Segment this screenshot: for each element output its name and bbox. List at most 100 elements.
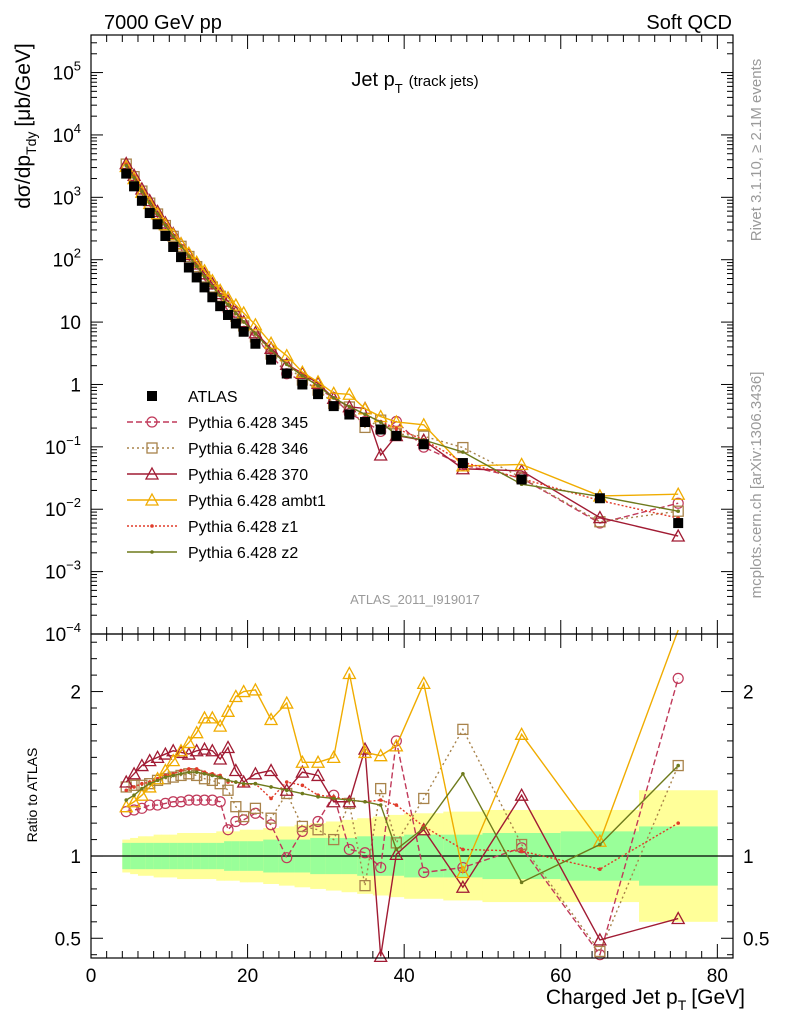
series-point [378, 420, 383, 424]
ratio-point [253, 781, 258, 786]
ratio-point [357, 745, 373, 759]
ratio-point [421, 826, 426, 830]
ratio-point [671, 911, 686, 925]
ratio-point [279, 695, 294, 709]
legend-marker [144, 466, 160, 480]
ratio-point [228, 763, 243, 777]
axis-ticks: 10−4 10−3 10−2 10−1 1 10 102 103 104 105 0 20 40 60 80… [45, 34, 769, 987]
series-point [253, 332, 258, 336]
ratio-point [265, 812, 277, 824]
ratio-point [248, 766, 263, 780]
ratio-point [326, 794, 341, 808]
ratio-point [226, 778, 230, 783]
x-axis-title: Charged Jet pT [GeV] [546, 986, 745, 1013]
series-point [179, 244, 183, 248]
series-point [210, 284, 215, 289]
y-tick-label: 10−1 [45, 433, 81, 459]
series-point [671, 486, 686, 500]
legend-entry: Pythia 6.428 ambt1 [127, 492, 326, 510]
ratio-point [234, 780, 238, 784]
x-tick-label: 60 [550, 966, 571, 987]
series-point [363, 412, 367, 417]
y-axis-title: dσ/dpTdy[μb/GeV] [12, 43, 39, 209]
ratio-point [163, 775, 168, 779]
ratio-tick-label-left: 0.5 [55, 929, 81, 950]
mcplots-label: mcplots.cern.ch [arXiv:1306.3436] [748, 372, 765, 599]
ratio-point [316, 795, 320, 799]
series-point [226, 302, 230, 307]
rivet-label: Rivet 3.1.10, ≥ 2.1M events [748, 59, 765, 242]
ratio-point [394, 803, 399, 807]
header-right: Soft QCD [646, 12, 732, 34]
series-point [331, 396, 336, 400]
x-tick-label: 20 [237, 966, 258, 987]
y-tick-label: 103 [53, 183, 81, 209]
ratio-point [142, 779, 157, 793]
ratio-point [124, 788, 129, 793]
ratio-point [594, 945, 606, 958]
atlas-point [121, 168, 132, 179]
ratio-point [514, 726, 529, 740]
y-tick-label: 10−3 [45, 558, 81, 584]
y-tick-label: 104 [53, 121, 81, 147]
ratio-point [214, 796, 226, 808]
legend-label: Pythia 6.428 370 [188, 467, 308, 484]
ratio-point [189, 725, 204, 739]
ratio-point [222, 784, 234, 796]
x-tick-label: 40 [394, 966, 415, 987]
ratio-point [416, 822, 431, 836]
main-series-curves [119, 156, 686, 542]
legend-entry: Pythia 6.428 z1 [127, 519, 298, 536]
atlas-point [129, 181, 140, 192]
series-5 [124, 163, 680, 514]
ratio-point [394, 847, 399, 852]
series-point [234, 311, 238, 316]
ratio-point [166, 753, 181, 767]
ratio-point [416, 675, 431, 689]
legend-label: Pythia 6.428 346 [188, 441, 308, 458]
atlas-point [215, 301, 226, 312]
ratio-point [187, 767, 191, 771]
series-point [132, 176, 136, 180]
ratio-point [373, 948, 388, 963]
ratio-point [342, 794, 357, 808]
series-point [220, 290, 236, 304]
ratio-point [173, 745, 189, 759]
legend-marker [150, 524, 154, 528]
ratio-point [359, 879, 371, 892]
atlas-point [136, 195, 147, 206]
axis-frames [90, 34, 734, 959]
ratio-point [418, 792, 430, 805]
series-point [140, 189, 144, 194]
ratio-point [230, 801, 242, 813]
x-tick-label: 0 [86, 966, 97, 987]
ratio-point [194, 767, 199, 771]
series-point [279, 348, 294, 362]
y-tick-label: 10−2 [45, 495, 81, 521]
y-tick-label: 10 [60, 313, 81, 334]
ratio-point [375, 861, 387, 874]
ratio-point [373, 748, 388, 762]
atlas-point [516, 474, 527, 485]
ratio-point [171, 773, 176, 778]
legend-marker [144, 492, 160, 506]
ratio-point [124, 798, 129, 802]
series-point [671, 528, 686, 542]
ratio-point [455, 879, 470, 893]
ratio-point [179, 768, 183, 773]
atlas-point [375, 424, 386, 435]
series-point [269, 348, 273, 352]
atlas-point [250, 338, 261, 349]
ratio-point [181, 735, 196, 749]
ratio-point [284, 780, 289, 784]
ratio-point [241, 781, 246, 786]
legend-label: Pythia 6.428 z1 [188, 519, 298, 536]
series-point [316, 384, 320, 388]
ratio-point [132, 793, 136, 797]
header-left: 7000 GeV pp [104, 12, 222, 34]
legend-label: ATLAS [188, 389, 238, 406]
ratio-point [173, 743, 189, 757]
ratio-point [263, 763, 279, 777]
legend-entry: Pythia 6.428 346 [127, 441, 308, 458]
